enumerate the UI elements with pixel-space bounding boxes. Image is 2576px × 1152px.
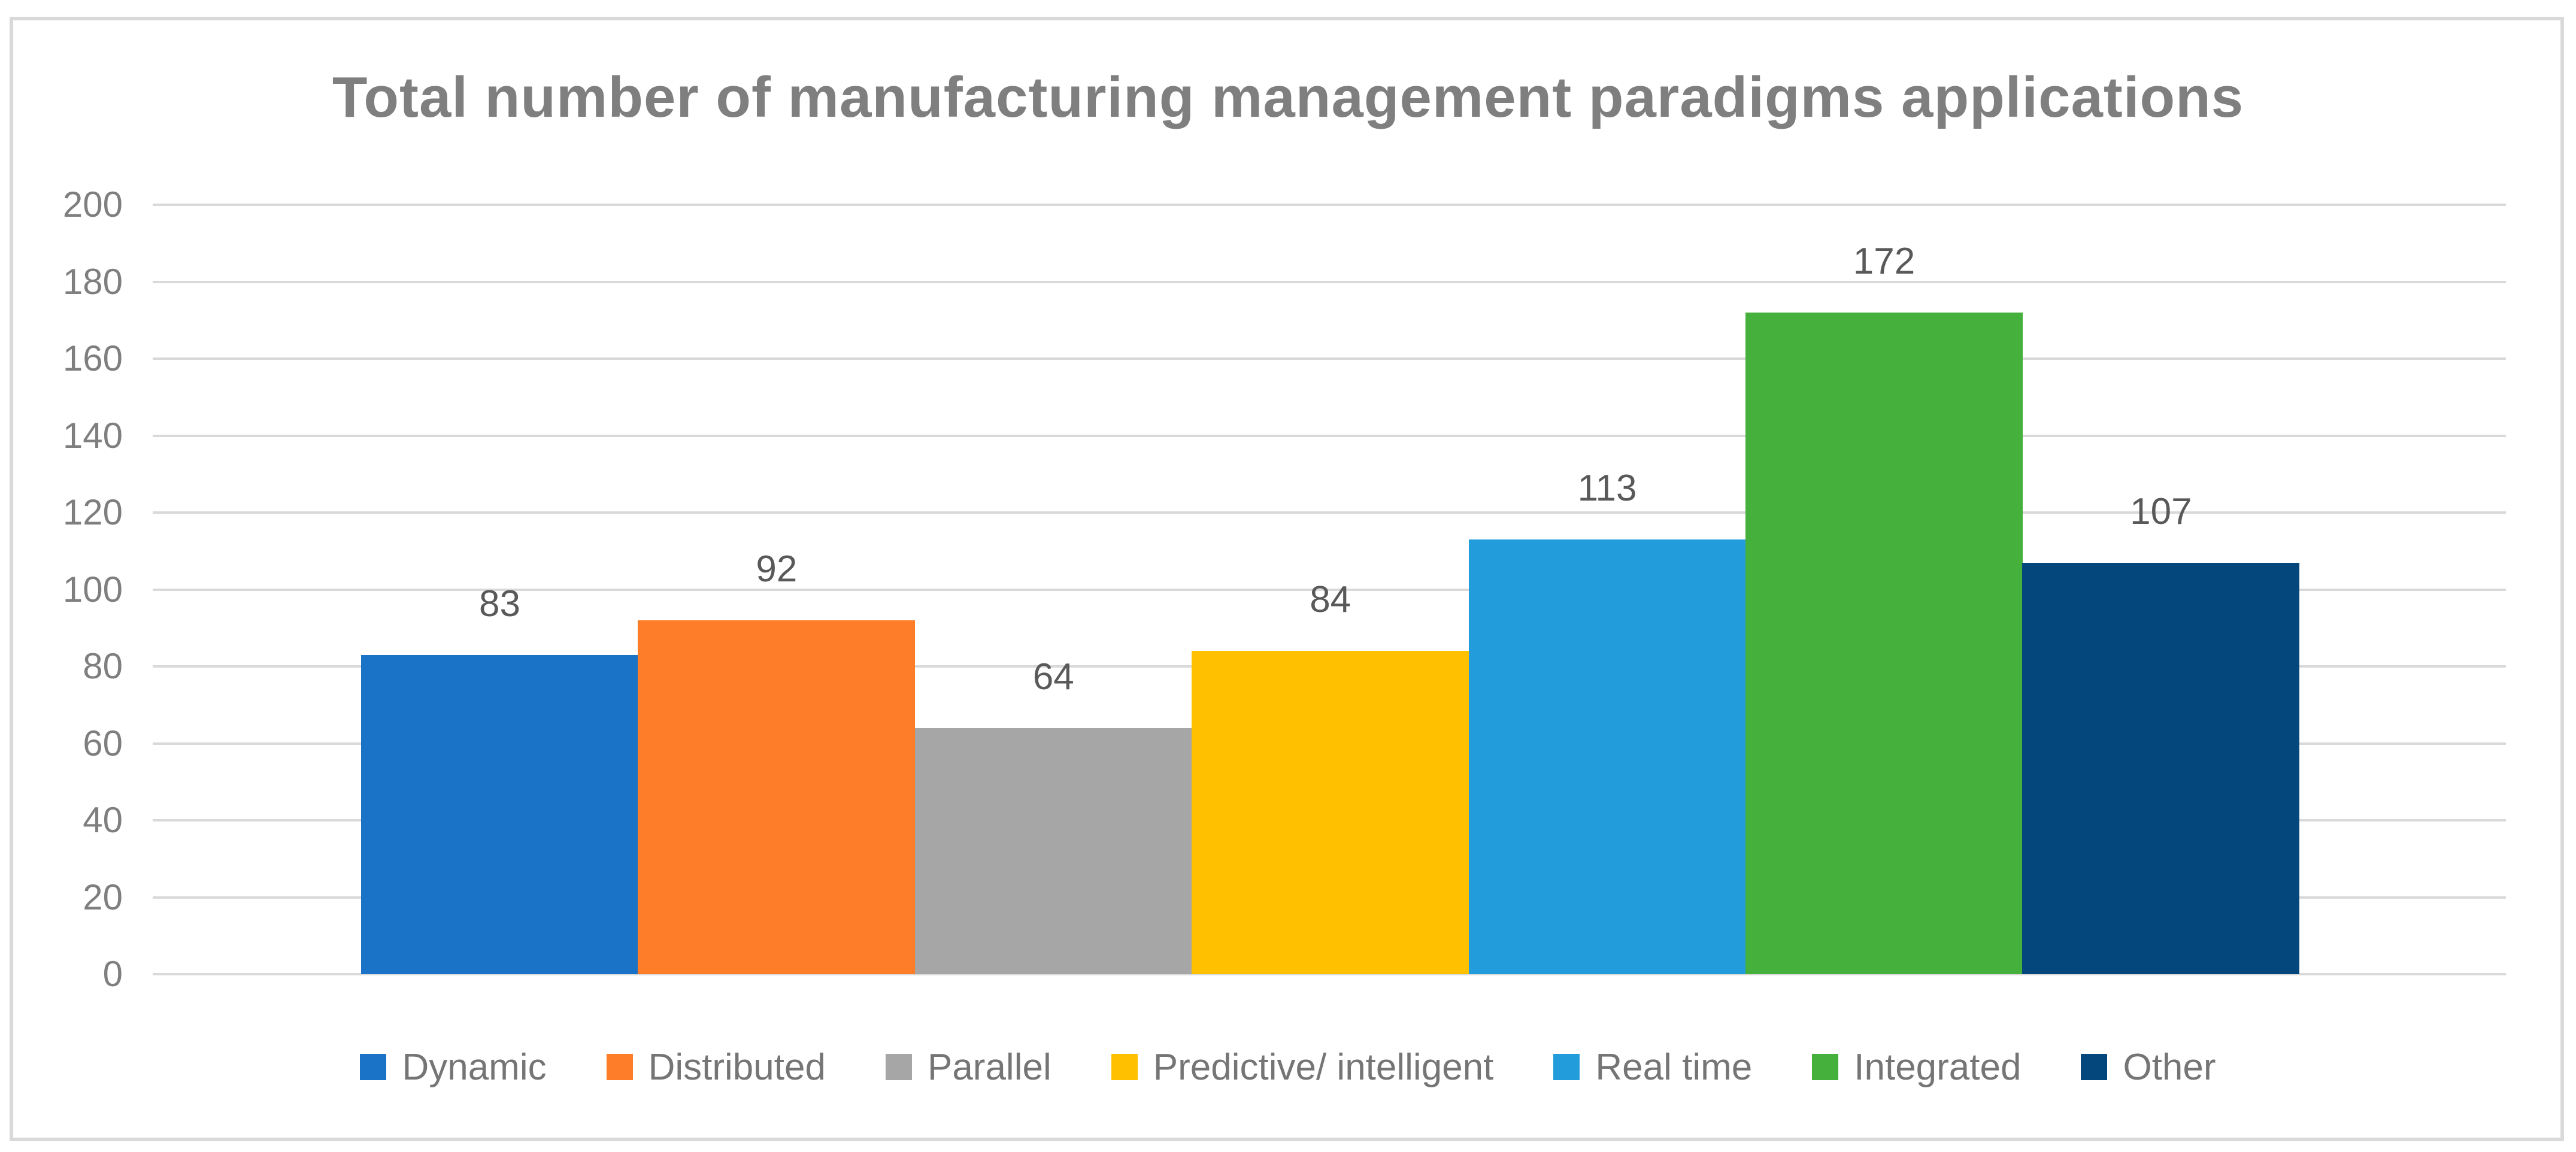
legend-label-real-time: Real time	[1595, 1046, 1753, 1088]
legend-label-other: Other	[2123, 1046, 2216, 1088]
bar-dynamic	[361, 654, 638, 974]
y-axis-tick-label: 180	[62, 261, 123, 302]
y-axis-tick-label: 160	[62, 338, 123, 378]
gridline-200	[153, 204, 2506, 206]
data-label-real-time: 113	[1577, 467, 1637, 509]
legend-item-other: Other	[2081, 1046, 2216, 1089]
y-axis-tick-label: 80	[83, 646, 123, 686]
legend-swatch-distributed	[606, 1054, 633, 1080]
legend-label-dynamic: Dynamic	[402, 1046, 547, 1088]
legend-item-integrated: Integrated	[1812, 1046, 2021, 1089]
y-axis-tick-label: 140	[62, 415, 123, 456]
gridline-140	[153, 434, 2506, 437]
legend-item-distributed: Distributed	[606, 1046, 826, 1089]
y-axis-tick-label: 200	[62, 184, 123, 225]
data-label-predictive-intelligent: 84	[1310, 579, 1351, 621]
gridline-120	[153, 511, 2506, 514]
legend-label-integrated: Integrated	[1854, 1046, 2022, 1088]
data-label-dynamic: 83	[479, 583, 520, 624]
legend: Dynamic Distributed Parallel Predictive/ in…	[0, 1043, 2576, 1091]
chart-title: Total number of manufacturing management…	[332, 65, 2244, 129]
legend-label-distributed: Distributed	[648, 1046, 826, 1088]
legend-swatch-integrated	[1812, 1054, 1839, 1080]
bar-predictive-intelligent	[1192, 651, 1469, 974]
y-axis-tick-label: 120	[62, 492, 123, 532]
gridline-0	[153, 973, 2506, 975]
y-axis-tick-label: 60	[83, 723, 123, 763]
bar-real-time	[1468, 539, 1746, 974]
bar-other	[2022, 562, 2300, 974]
legend-item-real-time: Real time	[1553, 1046, 1752, 1089]
legend-label-predictive-intelligent: Predictive/ intelligent	[1153, 1046, 1494, 1088]
data-label-other: 107	[2130, 490, 2192, 532]
y-axis-tick-label: 40	[83, 800, 123, 840]
data-label-integrated: 172	[1853, 240, 1916, 282]
data-label-distributed: 92	[756, 548, 798, 590]
gridline-160	[153, 357, 2506, 360]
legend-item-predictive-intelligent: Predictive/ intelligent	[1111, 1046, 1494, 1089]
y-axis-tick-label: 0	[102, 954, 123, 994]
gridline-100	[153, 588, 2506, 591]
y-axis-tick-label: 20	[83, 877, 123, 917]
y-axis-tick-label: 100	[62, 569, 123, 610]
legend-item-parallel: Parallel	[885, 1046, 1051, 1089]
gridline-180	[153, 280, 2506, 283]
bar-integrated	[1745, 312, 2023, 974]
legend-item-dynamic: Dynamic	[360, 1046, 547, 1089]
legend-swatch-other	[2081, 1054, 2108, 1080]
bar-distributed	[638, 620, 916, 974]
bar-parallel	[914, 727, 1192, 974]
legend-label-parallel: Parallel	[927, 1046, 1051, 1088]
legend-swatch-dynamic	[360, 1054, 387, 1080]
legend-swatch-real-time	[1553, 1054, 1580, 1080]
legend-swatch-predictive-intelligent	[1111, 1054, 1138, 1080]
data-label-parallel: 64	[1032, 656, 1074, 698]
legend-swatch-parallel	[885, 1054, 912, 1080]
